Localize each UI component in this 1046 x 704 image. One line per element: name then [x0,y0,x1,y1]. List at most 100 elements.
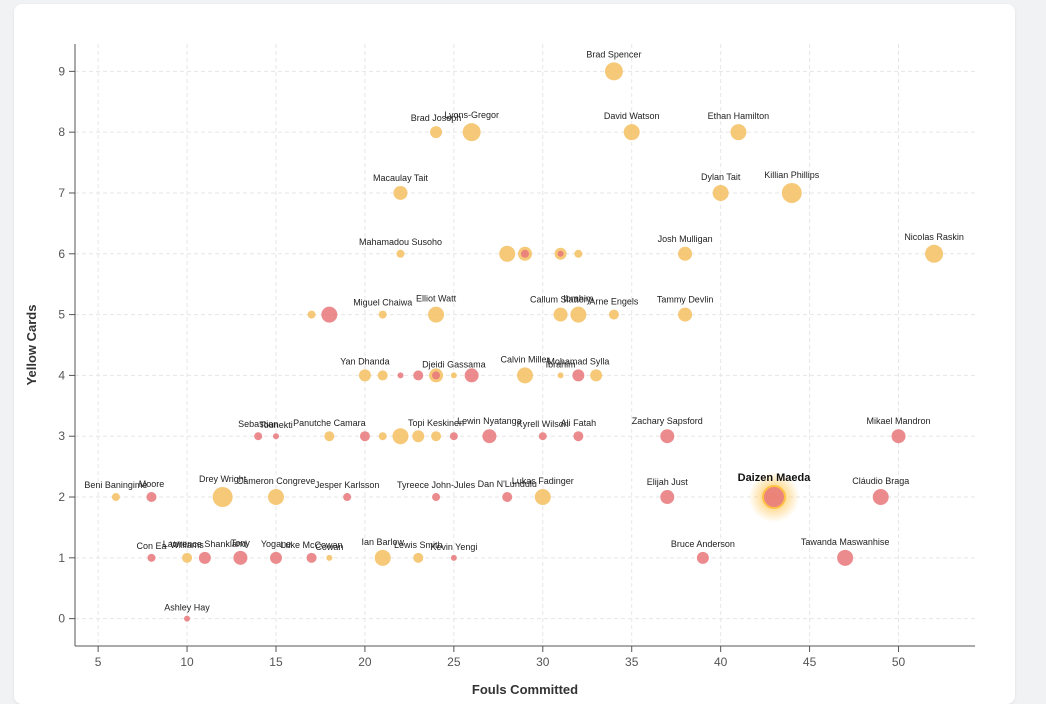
point-marker [182,552,193,563]
point-marker [432,371,441,380]
x-axis-title: Fouls Committed [472,682,578,697]
x-tick-label: 35 [625,655,639,669]
point-label: Bruce Anderson [671,539,735,549]
x-tick-label: 10 [180,655,194,669]
x-tick-label: 30 [536,655,550,669]
point-label: Brad Spencer [586,49,641,59]
point-label: Cláudio Braga [852,476,909,486]
x-tick-label: 45 [803,655,817,669]
point-label: Lewis Smith [394,540,443,550]
point-label: Arne Engels [589,297,639,307]
point-label: Topi Keskinen [408,418,464,428]
point-label: Ethan Hamilton [708,111,770,121]
point-label: Drey Wright [199,474,247,484]
point-marker [462,123,481,142]
point-marker [608,309,619,320]
y-axis-title: Yellow Cards [24,305,39,386]
x-tick-label: 50 [892,655,906,669]
point-label: Macaulay Tait [373,173,428,183]
y-tick-label: 8 [58,125,65,139]
point-marker [574,249,583,258]
point-marker [604,62,623,81]
point-label: Dan N'Lundulu [478,479,537,489]
point-label: Tony [231,538,251,548]
point-marker [306,552,317,563]
point-marker [623,124,640,141]
point-marker [696,551,709,564]
point-marker [872,489,889,506]
x-tick-label: 5 [95,655,102,669]
point-marker [730,124,747,141]
y-tick-label: 1 [58,551,65,565]
point-marker [307,310,316,319]
point-marker [534,489,551,506]
point-label: Kyrell Wilson [517,419,569,429]
point-marker [660,490,675,505]
point-label: Mikael Mandron [867,416,931,426]
point-marker [272,433,279,440]
point-marker [184,615,191,622]
point-label: Djeidi Gassama [422,359,486,369]
point-marker [432,493,441,502]
point-marker [553,307,568,322]
x-tick-label: 15 [269,655,283,669]
point-marker [660,429,675,444]
point-label: Elijah Just [647,477,689,487]
y-tick-label: 4 [58,368,65,382]
point-marker [502,492,513,503]
point-label: Moore [139,479,165,489]
point-label: Elliot Watt [416,294,457,304]
point-marker [324,431,335,442]
point-label: Tammy Devlin [657,295,714,305]
point-label: Dylan Tait [701,172,741,182]
point-marker [573,431,584,442]
point-marker [392,428,409,445]
point-label: Yogane [261,539,291,549]
point-marker [449,432,458,441]
point-label: Lukas Fadinger [512,476,574,486]
point-marker [450,554,457,561]
point-marker [431,431,442,442]
point-marker [413,370,424,381]
point-label: Kevin Yengi [430,542,477,552]
point-marker [378,310,387,319]
point-marker [111,493,120,502]
point-marker [499,245,516,262]
y-tick-label: 5 [58,308,65,322]
point-label: Daizen Maeda [738,472,812,484]
point-label: Ali Fatah [561,418,597,428]
point-marker [557,250,564,257]
point-label: Killian Phillips [764,170,820,180]
point-label: Zachary Sapsford [632,416,703,426]
point-label: Josh Mulligan [658,234,713,244]
point-marker [378,432,387,441]
point-label: Ibrahim [546,359,576,369]
point-marker [678,307,693,322]
point-label: Cowan [315,542,343,552]
y-tick-label: 3 [58,429,65,443]
y-tick-label: 7 [58,186,65,200]
point-marker [428,306,445,323]
point-marker [233,550,248,565]
point-label: Williams [170,540,204,550]
point-label: Lewin Nyatanga [457,416,522,426]
y-tick-label: 2 [58,490,65,504]
point-label: Mohamad Sylla [547,356,609,366]
point-marker [269,551,282,564]
point-label: Tyreece John-Jules [397,480,476,490]
point-marker [517,367,533,384]
point-label: Tawanda Maswanhise [801,537,890,547]
point-label: Panutche Camara [293,418,366,428]
point-label: Calvin Miller [500,354,549,364]
point-label: Callum Slattery [530,295,592,305]
point-marker [557,372,564,379]
point-label: Ashley Hay [164,603,210,613]
point-marker [374,549,391,566]
point-marker [147,553,156,562]
point-marker [359,431,370,442]
point-marker [412,430,425,443]
point-marker [538,432,547,441]
point-label: Beni Baningime [84,480,147,490]
